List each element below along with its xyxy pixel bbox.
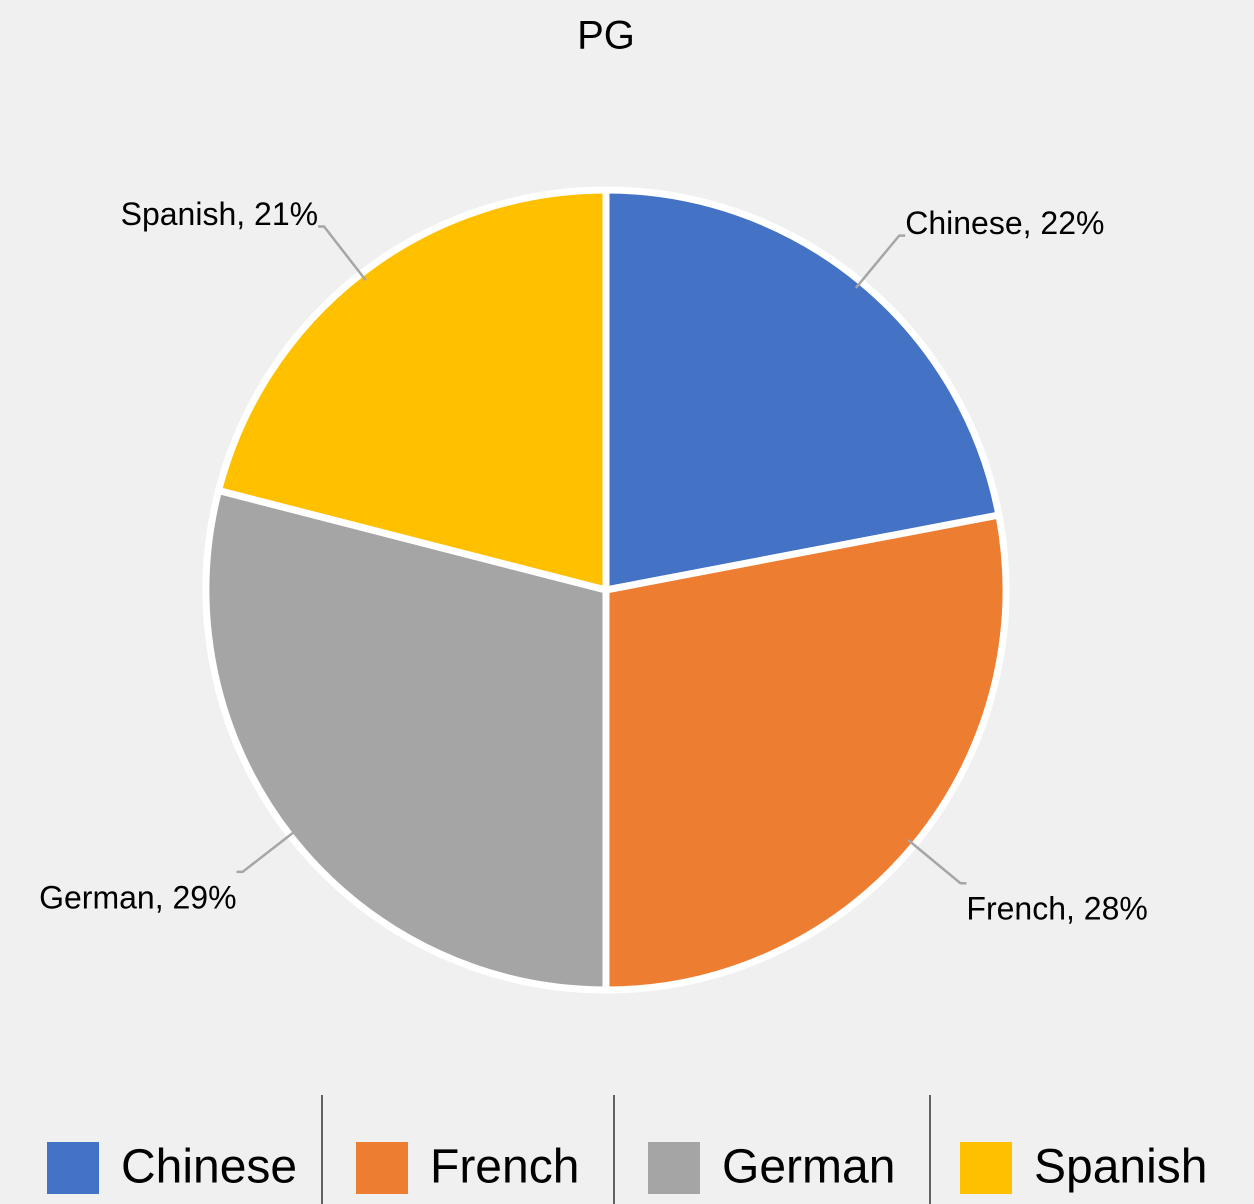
data-label: Spanish, 21% — [121, 196, 318, 232]
leader-line — [907, 838, 967, 885]
chart-title: PG — [577, 14, 635, 58]
legend-swatch — [960, 1142, 1012, 1194]
leader-line — [236, 829, 298, 874]
legend-label: French — [430, 1141, 579, 1194]
data-label: French, 28% — [966, 891, 1147, 927]
data-label: Chinese, 22% — [905, 205, 1104, 241]
leader-line — [854, 234, 906, 289]
legend-label: Chinese — [121, 1141, 297, 1194]
legend-label: German — [722, 1141, 895, 1194]
legend-swatch — [356, 1142, 408, 1194]
data-label: German, 29% — [39, 879, 236, 915]
legend-swatch — [648, 1142, 700, 1194]
legend-swatch — [47, 1142, 99, 1194]
legend-label: Spanish — [1034, 1141, 1207, 1194]
leader-line — [318, 225, 367, 282]
